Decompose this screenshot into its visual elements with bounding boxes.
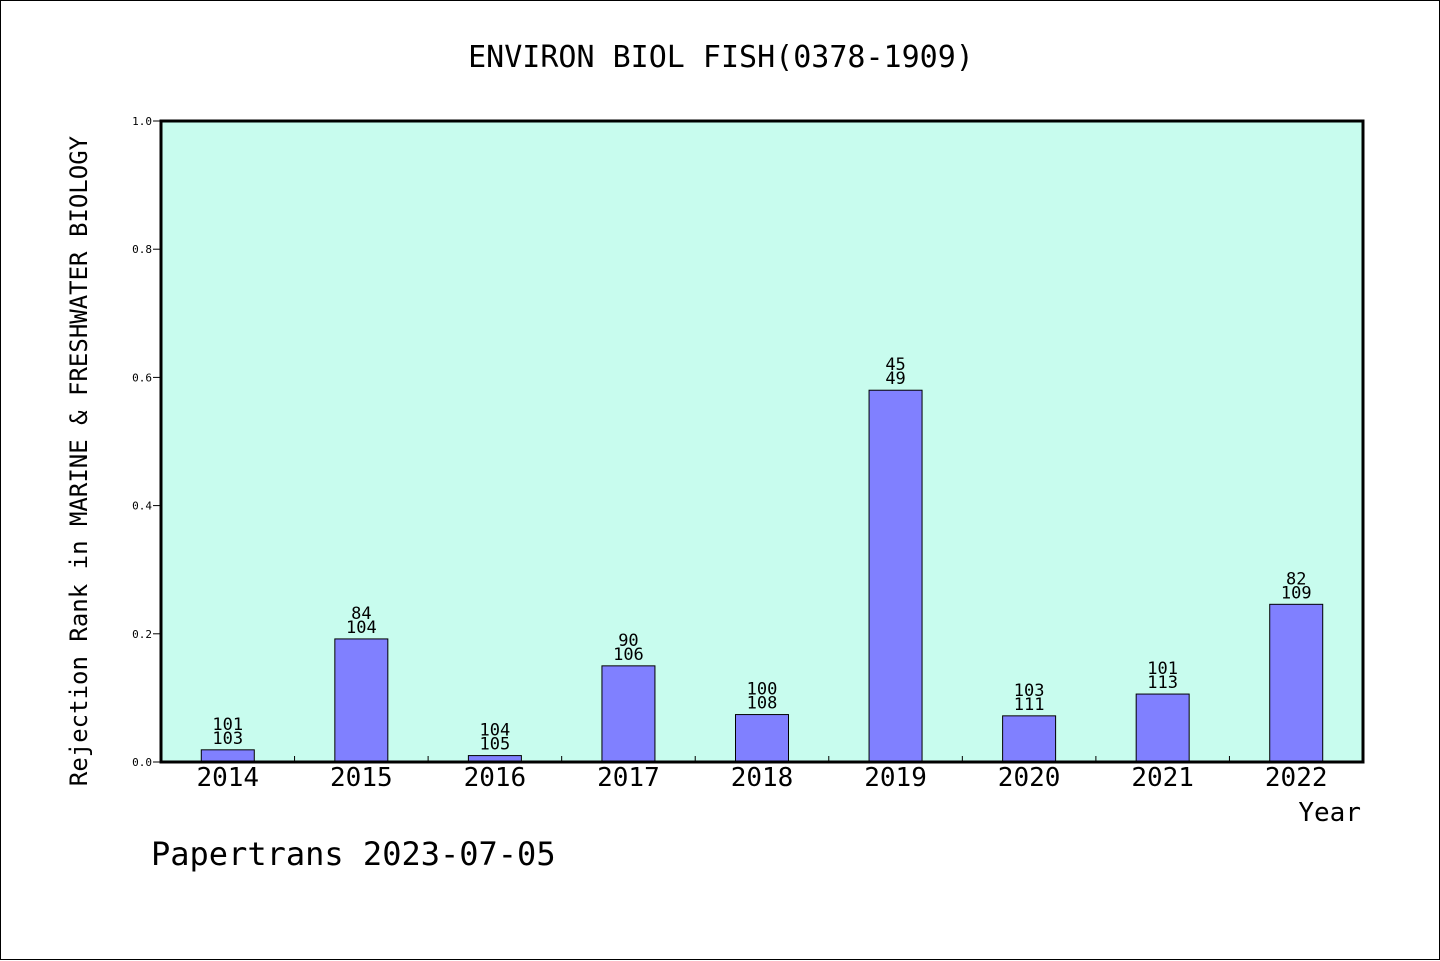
bar-label-bottom: 106 xyxy=(613,645,644,665)
y-axis: 0.0 0.2 0.4 0.6 0.8 1.0 xyxy=(132,115,161,769)
bar-2014 xyxy=(200,749,255,763)
bar-label-top: 90 xyxy=(618,631,638,651)
x-tick-label: 2017 xyxy=(597,763,660,793)
bar-label-bottom: 105 xyxy=(480,735,511,755)
bar-label-top: 84 xyxy=(351,604,371,624)
bar-label-bottom: 49 xyxy=(885,369,905,389)
x-tick-label: 2014 xyxy=(196,763,259,793)
x-tick-label: 2016 xyxy=(464,763,527,793)
bar-label-bottom: 111 xyxy=(1014,695,1045,715)
bar-label-top: 101 xyxy=(212,715,243,735)
bars-group xyxy=(200,389,1324,763)
x-tick-label: 2022 xyxy=(1265,763,1328,793)
x-tick-label: 2015 xyxy=(330,763,393,793)
bar-2022 xyxy=(1269,603,1324,763)
x-tick-label: 2019 xyxy=(864,763,927,793)
y-axis-label: Rejection Rank in MARINE & FRESHWATER BI… xyxy=(65,135,93,786)
x-axis: 2014 2015 2016 2017 2018 2019 2020 2021 2022 xyxy=(196,756,1328,793)
y-tick-label: 0.6 xyxy=(132,371,152,384)
y-tick-label: 0.2 xyxy=(132,628,152,641)
plot-border xyxy=(159,119,1365,764)
bar-2021 xyxy=(1135,693,1190,763)
bar-label-bottom: 103 xyxy=(212,729,243,749)
footer-credit: Papertrans 2023-07-05 xyxy=(151,835,556,873)
bar-label-top: 103 xyxy=(1014,681,1045,701)
bar-label-bottom: 113 xyxy=(1147,673,1178,693)
bar-label-bottom: 108 xyxy=(747,694,778,714)
bar-label-top: 45 xyxy=(885,355,905,375)
bar-2015 xyxy=(334,638,389,763)
bar-label-top: 104 xyxy=(480,721,511,741)
bar-2020 xyxy=(1002,715,1057,763)
chart-title: ENVIRON BIOL FISH(0378-1909) xyxy=(468,40,974,75)
bar-label-top: 100 xyxy=(747,680,778,700)
y-tick-label: 0.8 xyxy=(132,243,152,256)
bar-label-bottom: 104 xyxy=(346,618,377,638)
x-tick-label: 2020 xyxy=(998,763,1061,793)
y-tick-label: 1.0 xyxy=(132,115,152,128)
bar-labels-group: 1011038410410410590106100108454910311110… xyxy=(212,355,1311,754)
bar-2018 xyxy=(735,714,789,763)
y-tick-label: 0.4 xyxy=(132,500,152,513)
bar-label-top: 101 xyxy=(1147,659,1178,679)
x-tick-label: 2021 xyxy=(1131,763,1194,793)
bar-label-bottom: 109 xyxy=(1281,583,1312,603)
y-tick-label: 0.0 xyxy=(132,756,152,769)
bar-2017 xyxy=(601,665,656,763)
x-axis-label: Year xyxy=(1298,798,1361,828)
bar-label-top: 82 xyxy=(1286,569,1306,589)
x-tick-label: 2018 xyxy=(731,763,794,793)
bar-2019 xyxy=(868,389,923,763)
